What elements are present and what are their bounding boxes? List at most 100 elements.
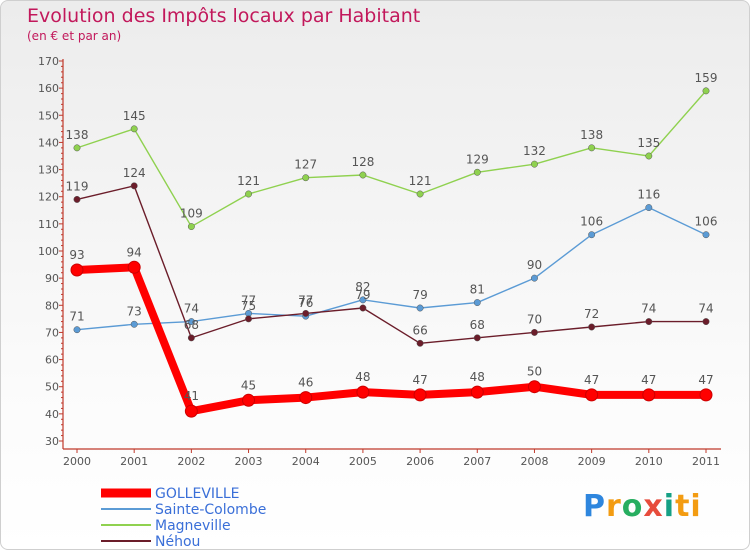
data-label: 47 — [412, 373, 427, 387]
data-point — [702, 318, 710, 326]
data-label: 94 — [127, 245, 142, 259]
x-tick-label: 2001 — [120, 455, 148, 468]
series-line-magneville — [76, 90, 707, 228]
data-point — [73, 326, 81, 334]
x-tick-label: 2007 — [463, 455, 491, 468]
data-point — [642, 388, 656, 402]
y-tick-label: 50 — [45, 381, 59, 394]
data-label: 77 — [298, 293, 313, 307]
data-point — [416, 190, 424, 198]
legend-label: Sainte-Colombe — [155, 502, 266, 518]
data-label: 145 — [123, 109, 146, 123]
data-label: 75 — [241, 299, 256, 313]
data-point — [702, 231, 710, 239]
y-tick-label: 40 — [45, 408, 59, 421]
series-line-sainte-colombe — [76, 206, 707, 331]
x-tick-label: 2011 — [692, 455, 720, 468]
data-point — [299, 391, 313, 405]
data-label: 72 — [584, 307, 599, 321]
data-label: 48 — [470, 370, 485, 384]
x-tick-label: 2006 — [406, 455, 434, 468]
data-point — [473, 168, 481, 176]
data-point — [473, 334, 481, 342]
data-label: 127 — [294, 158, 317, 172]
x-tick-label: 2003 — [235, 455, 263, 468]
data-point — [130, 320, 138, 328]
y-tick-label: 110 — [38, 218, 59, 231]
data-label: 48 — [355, 370, 370, 384]
legend-label: Néhou — [155, 534, 200, 550]
data-label: 68 — [470, 318, 485, 332]
data-label: 128 — [351, 155, 374, 169]
data-label: 50 — [527, 365, 542, 379]
data-point — [359, 304, 367, 312]
data-label: 79 — [355, 288, 370, 302]
data-label: 106 — [695, 215, 718, 229]
data-point — [702, 87, 710, 95]
data-point — [359, 171, 367, 179]
data-point — [645, 152, 653, 160]
y-tick-label: 150 — [38, 109, 59, 122]
data-point — [127, 260, 141, 274]
y-tick-label: 100 — [38, 245, 59, 258]
data-point — [70, 263, 84, 277]
data-point — [470, 385, 484, 399]
data-point — [588, 231, 596, 239]
legend-label: Magneville — [155, 518, 231, 534]
data-point — [73, 195, 81, 203]
data-point — [531, 274, 538, 282]
x-tick-label: 2002 — [177, 455, 205, 468]
series-line-golleville — [76, 263, 706, 416]
data-label: 74 — [698, 302, 713, 316]
data-label: 93 — [69, 248, 84, 262]
data-point — [245, 315, 252, 323]
data-point — [416, 304, 424, 312]
y-tick-label: 70 — [45, 326, 59, 339]
y-tick-label: 60 — [45, 354, 59, 367]
data-label: 71 — [69, 310, 84, 324]
proxiti-logo: Proxiti — [583, 489, 702, 524]
data-point — [130, 182, 138, 190]
data-point — [187, 334, 195, 342]
data-point — [588, 323, 596, 331]
data-label: 159 — [695, 71, 718, 85]
x-tick-label: 2009 — [578, 455, 606, 468]
data-point — [242, 393, 256, 407]
y-tick-label: 140 — [38, 136, 59, 149]
data-point — [356, 385, 370, 399]
data-label: 132 — [523, 144, 546, 158]
y-tick-label: 170 — [38, 55, 59, 68]
data-label: 73 — [127, 304, 142, 318]
data-label: 124 — [123, 166, 146, 180]
data-label: 121 — [237, 174, 260, 188]
data-label: 82 — [355, 280, 370, 294]
x-tick-label: 2008 — [520, 455, 548, 468]
series-line-néhou — [76, 185, 706, 344]
data-label: 109 — [180, 207, 203, 221]
data-point — [302, 309, 310, 317]
data-label: 129 — [466, 152, 489, 166]
x-tick-label: 2000 — [63, 455, 91, 468]
data-point — [184, 404, 198, 418]
data-label: 46 — [298, 376, 313, 390]
data-label: 45 — [241, 378, 256, 392]
data-point — [473, 299, 481, 307]
x-tick-label: 2005 — [349, 455, 377, 468]
data-point — [585, 388, 599, 402]
data-label: 41 — [184, 389, 199, 403]
data-point — [645, 204, 653, 212]
data-label: 79 — [412, 288, 427, 302]
data-label: 47 — [584, 373, 599, 387]
data-label: 74 — [641, 302, 656, 316]
data-label: 138 — [66, 128, 89, 142]
chart-title: Evolution des Impôts locaux par Habitant — [27, 5, 421, 27]
data-point — [359, 296, 367, 304]
y-tick-label: 90 — [45, 272, 59, 285]
legend-label: GOLLEVILLE — [155, 486, 239, 502]
data-label: 68 — [184, 318, 199, 332]
data-point — [130, 125, 138, 133]
data-label: 90 — [527, 258, 542, 272]
data-label: 66 — [412, 323, 427, 337]
